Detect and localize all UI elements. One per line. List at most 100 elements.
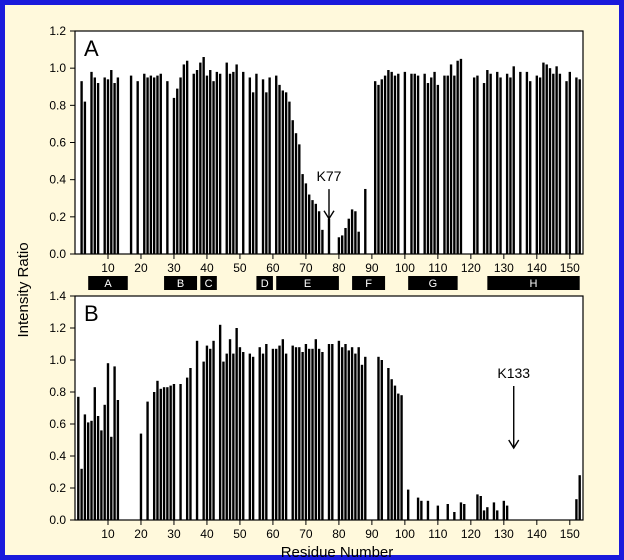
y-tick-label: 0.6 [49, 417, 66, 431]
bar [106, 363, 110, 520]
bar [232, 71, 235, 254]
bar [525, 71, 529, 254]
y-tick-label: 0.8 [49, 385, 66, 399]
segment-bar [408, 276, 458, 290]
bar [225, 353, 228, 520]
segment-e: E [276, 276, 339, 290]
bar [565, 81, 568, 254]
bar [87, 422, 90, 520]
segment-label: G [429, 278, 438, 290]
bar [176, 88, 179, 254]
bar [149, 75, 153, 254]
segment-d: D [256, 276, 273, 290]
bar [136, 81, 139, 254]
x-tick-label: 10 [101, 261, 115, 275]
bar [166, 81, 169, 254]
y-tick-label: 1.2 [49, 321, 66, 335]
x-tick-label: 150 [560, 527, 580, 541]
bar [156, 75, 159, 254]
bar [202, 57, 205, 254]
x-tick-label: 120 [461, 261, 481, 275]
segment-c: C [200, 276, 217, 290]
bar [113, 83, 116, 254]
y-tick-label: 0.2 [49, 210, 66, 224]
y-tick-label: 1.0 [49, 353, 66, 367]
bar [238, 347, 242, 520]
bar [456, 60, 459, 255]
segment-label: C [205, 278, 213, 290]
x-tick-label: 130 [494, 527, 514, 541]
bar [291, 345, 294, 520]
bar [228, 73, 232, 255]
bar [172, 97, 176, 255]
y-tick-label: 0.0 [49, 247, 66, 261]
bar [218, 73, 222, 255]
bar [232, 353, 235, 520]
bar [83, 101, 87, 255]
bar [242, 352, 245, 520]
bar [476, 75, 479, 254]
bar [169, 385, 172, 520]
bar [542, 62, 545, 255]
bar [512, 66, 515, 254]
bar [476, 494, 479, 520]
bar [354, 211, 357, 254]
bar [275, 348, 278, 520]
bar [185, 60, 189, 255]
x-tick-label: 60 [266, 527, 280, 541]
bar [397, 73, 400, 255]
bar [344, 227, 347, 254]
bar [90, 420, 93, 520]
x-tick-label: 80 [332, 261, 346, 275]
bar [390, 71, 393, 254]
bar [189, 368, 192, 520]
bar [459, 58, 463, 255]
bar [261, 353, 265, 520]
segment-b: B [164, 276, 198, 290]
bar [377, 356, 380, 520]
x-tick-label: 40 [200, 261, 214, 275]
bar [93, 77, 96, 255]
segment-bar [88, 276, 128, 290]
bar [426, 83, 430, 254]
y-axis-label: Intensity Ratio [15, 242, 32, 337]
bar [294, 347, 298, 520]
x-tick-label: 70 [299, 261, 313, 275]
bar [103, 404, 106, 520]
arrow-head [508, 439, 520, 450]
bar [380, 79, 383, 254]
segment-label: A [104, 278, 112, 290]
bar [357, 347, 360, 520]
bar [423, 73, 426, 255]
bar [337, 237, 341, 254]
bar [575, 499, 578, 520]
bar [433, 71, 436, 254]
panel-a: 0.0 0.2 0.4 0.6 0.8 1.0 1.2 10 20 30 40 50 60 70 80 90 1… [49, 24, 584, 290]
bar [357, 231, 360, 254]
bar [350, 347, 354, 520]
bar [146, 401, 149, 520]
bar [268, 77, 271, 255]
x-tick-label: 150 [560, 261, 580, 275]
bar [205, 345, 209, 520]
bar [298, 347, 301, 520]
bar [364, 188, 367, 254]
x-tick-label: 100 [395, 261, 415, 275]
segment-bar [276, 276, 339, 290]
bar [314, 339, 317, 520]
bar [347, 218, 350, 254]
bar [291, 120, 294, 254]
bar [159, 388, 162, 520]
bar [100, 430, 103, 520]
bar [496, 71, 499, 254]
x-tick-label: 110 [428, 261, 447, 275]
bar [321, 352, 324, 520]
bar [80, 81, 83, 254]
bar [350, 209, 354, 254]
bar [311, 348, 314, 520]
bar [304, 183, 308, 254]
bar [152, 77, 156, 255]
x-tick-label: 20 [134, 527, 148, 541]
bar [446, 75, 449, 254]
